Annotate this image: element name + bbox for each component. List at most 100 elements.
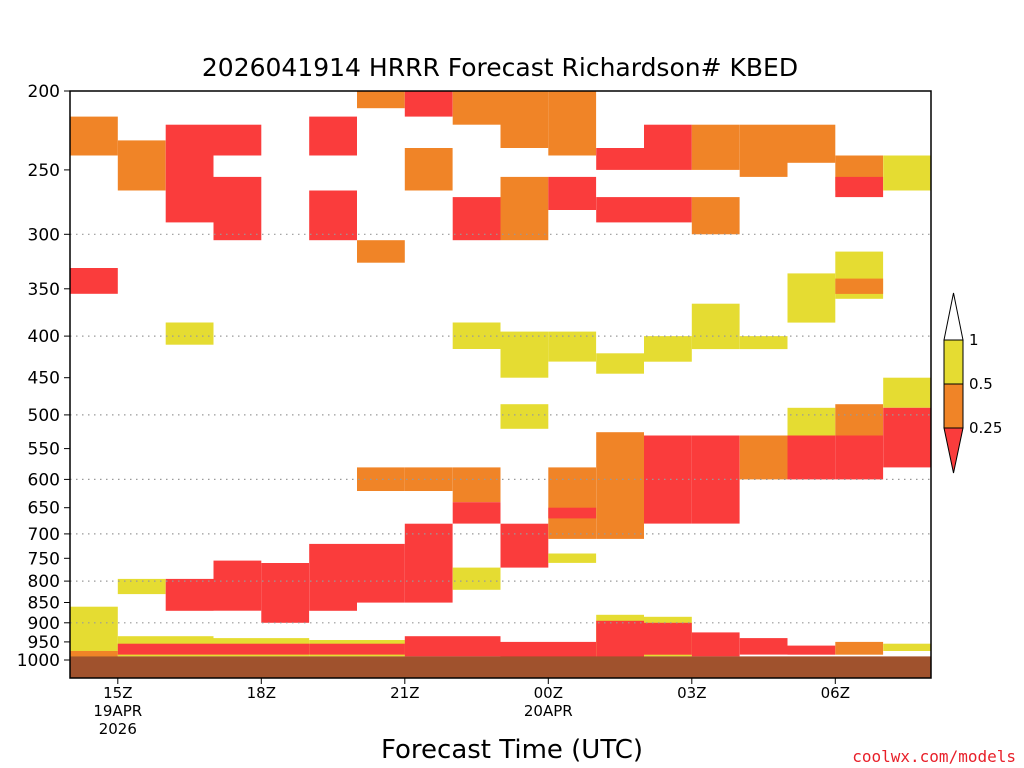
heatmap-cell-9 (500, 641, 597, 657)
x-tick-label-0-2: 2026 (99, 720, 137, 738)
heatmap-cell-47 (644, 336, 692, 362)
heatmap-cell-55 (500, 404, 549, 429)
y-tick-label-600: 600 (28, 470, 60, 490)
heatmap-cell-19 (117, 578, 166, 595)
heatmap-cell-67 (404, 91, 453, 117)
heatmap-cell-15 (739, 638, 788, 655)
heatmap-cell-8 (404, 636, 501, 657)
heatmap-cell-75 (596, 148, 644, 170)
heatmap-cell-3 (117, 643, 214, 655)
heatmap-cell-56 (165, 322, 214, 345)
heatmap-cell-70 (452, 197, 501, 241)
heatmap-cell-64 (309, 116, 357, 156)
x-tick-label-4-0: 03Z (677, 684, 706, 702)
y-tick-label-750: 750 (28, 549, 60, 569)
heatmap-cell-76 (596, 197, 644, 223)
y-tick-label-1000: 1000 (17, 651, 60, 671)
heatmap-cell-57 (70, 268, 118, 294)
heatmap-cell-77 (644, 124, 692, 170)
y-tick-label-950: 950 (28, 633, 60, 653)
heatmap-cell-60 (117, 140, 166, 191)
heatmap-cell-82 (787, 124, 836, 163)
heatmap-cell-29 (357, 467, 405, 491)
heatmap-cell-40 (787, 435, 836, 480)
heatmap-cell-85 (883, 155, 931, 191)
colorbar-level-0: 1 (969, 331, 979, 349)
heatmap-cell-5 (213, 643, 310, 655)
heatmap-cell-45 (548, 331, 597, 362)
heatmap-cell-13 (644, 622, 692, 655)
heatmap-cell-21 (213, 560, 262, 611)
y-tick-label-850: 850 (28, 594, 60, 614)
heatmap-cell-73 (548, 91, 597, 156)
y-axis-ticks: 200 250 300 350 400 450 500 550 600 650 700 750 8008… (17, 82, 70, 671)
heatmap-cell-66 (357, 91, 405, 109)
heatmap-cell-25 (404, 523, 453, 603)
heatmap-cell-14 (691, 632, 740, 657)
heatmap-cell-16 (787, 645, 836, 655)
heatmap-cell-79 (691, 124, 740, 170)
heatmap-cell-52 (835, 278, 884, 294)
x-tick-label-0-0: 15Z (103, 684, 132, 702)
x-tick-label-5-0: 06Z (821, 684, 850, 702)
heatmap-cell-44 (883, 407, 931, 468)
x-tick-label-1-0: 18Z (247, 684, 276, 702)
heatmap-cell-31 (452, 467, 501, 503)
heatmap-cell-39 (787, 407, 836, 436)
y-tick-label-300: 300 (28, 225, 60, 245)
x-tick-label-0-1: 19APR (93, 702, 142, 720)
heatmap-cell-43 (883, 377, 931, 408)
heatmap-cells (70, 91, 931, 660)
heatmap-cell-30 (404, 467, 453, 491)
heatmap-cell-36 (644, 435, 692, 524)
y-tick-label-650: 650 (28, 499, 60, 519)
colorbar-yellow-segment (943, 339, 964, 385)
y-tick-label-400: 400 (28, 327, 60, 347)
heatmap-cell-41 (835, 404, 884, 436)
heatmap-cell-69 (452, 91, 501, 125)
colorbar-orange-segment (943, 383, 964, 429)
heatmap-cell-54 (500, 331, 549, 378)
plot-frame (69, 90, 932, 679)
colorbar-red-arrow (943, 427, 964, 474)
heatmap-cell-37 (691, 435, 740, 524)
heatmap-cell-38 (739, 435, 788, 480)
heatmap-cell-72 (500, 176, 549, 241)
heatmap-cell-1 (70, 651, 118, 657)
y-tick-label-900: 900 (28, 614, 60, 634)
colorbar-white-arrow (943, 292, 964, 341)
y-tick-label-200: 200 (28, 82, 60, 102)
heatmap-cell-22 (261, 563, 310, 623)
heatmap-cell-32 (452, 502, 501, 524)
y-tick-label-350: 350 (28, 280, 60, 300)
colorbar-level-1: 0.5 (969, 375, 993, 393)
heatmap-cell-42 (835, 435, 884, 480)
heatmap-cell-17 (835, 641, 884, 655)
heatmap-cell-62 (213, 124, 262, 156)
heatmap-cell-11 (596, 620, 644, 657)
heatmap-cell-61 (165, 124, 214, 223)
x-axis-label: Forecast Time (UTC) (381, 735, 643, 765)
heatmap-cell-46 (596, 353, 644, 374)
heatmap-cell-80 (691, 197, 740, 235)
heatmap-cell-18 (883, 643, 931, 651)
ground-band-rect (70, 656, 931, 678)
y-tick-label-450: 450 (28, 369, 60, 389)
heatmap-cell-33 (548, 467, 597, 539)
y-tick-label-500: 500 (28, 406, 60, 426)
heatmap-cell-58 (357, 240, 405, 263)
heatmap-cell-63 (213, 176, 262, 241)
heatmap-cell-53 (452, 322, 501, 349)
x-tick-label-2-0: 21Z (390, 684, 419, 702)
heatmap-cell-59 (70, 116, 118, 156)
heatmap-cell-78 (644, 197, 692, 223)
colorbar-level-2: 0.25 (969, 419, 1002, 437)
heatmap-cell-68 (404, 148, 453, 191)
heatmap-cell-20 (165, 578, 214, 611)
heatmap-cell-7 (309, 643, 405, 655)
y-tick-label-700: 700 (28, 525, 60, 545)
heatmap-cell-23 (309, 543, 357, 611)
heatmap-cell-81 (739, 124, 788, 177)
